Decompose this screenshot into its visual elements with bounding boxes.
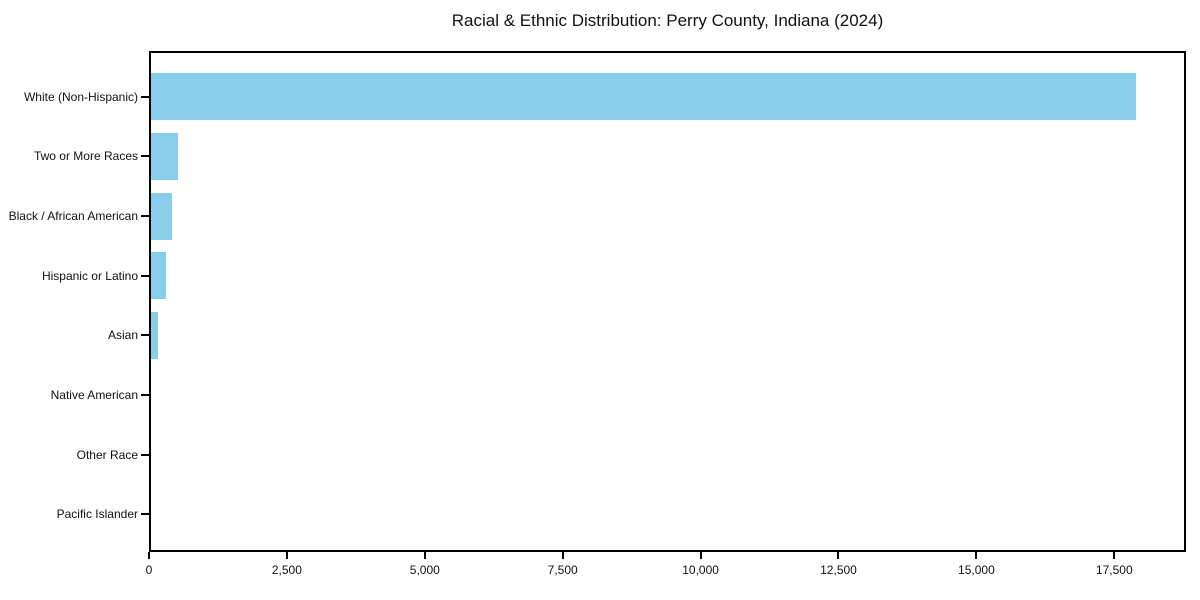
y-tick-mark bbox=[141, 513, 149, 516]
plot-area-frame bbox=[149, 51, 1186, 552]
x-tick-mark bbox=[699, 552, 702, 559]
y-tick-label: Native American bbox=[50, 387, 138, 402]
x-tick-mark bbox=[285, 552, 288, 559]
x-tick-mark bbox=[561, 552, 564, 559]
y-tick-label: Pacific Islander bbox=[56, 507, 138, 522]
x-tick-label: 12,500 bbox=[820, 563, 857, 577]
y-tick-mark bbox=[141, 95, 149, 98]
x-tick-label: 10,000 bbox=[682, 563, 719, 577]
bar bbox=[149, 192, 172, 240]
y-tick-mark bbox=[141, 215, 149, 218]
bar bbox=[149, 252, 166, 300]
y-tick-mark bbox=[141, 155, 149, 158]
x-tick-label: 5,000 bbox=[409, 563, 440, 577]
bar bbox=[149, 73, 1136, 121]
x-tick-label: 7,500 bbox=[547, 563, 578, 577]
y-tick-label: Other Race bbox=[76, 447, 138, 462]
bar bbox=[149, 132, 179, 180]
y-tick-label: Hispanic or Latino bbox=[41, 268, 138, 283]
x-tick-label: 2,500 bbox=[271, 563, 302, 577]
y-tick-label: White (Non-Hispanic) bbox=[23, 89, 138, 104]
x-tick-mark bbox=[148, 552, 150, 559]
bar bbox=[149, 311, 159, 359]
y-tick-mark bbox=[141, 393, 149, 396]
y-tick-mark bbox=[141, 334, 149, 337]
x-tick-label: 15,000 bbox=[958, 563, 995, 577]
x-tick-mark bbox=[975, 552, 978, 559]
x-tick-mark bbox=[423, 552, 426, 559]
x-tick-label: 0 bbox=[145, 563, 153, 577]
y-tick-label: Black / African American bbox=[8, 209, 138, 224]
y-tick-mark bbox=[141, 453, 149, 456]
y-tick-label: Two or More Races bbox=[33, 149, 138, 164]
x-tick-mark bbox=[1113, 552, 1116, 559]
y-tick-mark bbox=[141, 274, 149, 277]
chart-title: Racial & Ethnic Distribution: Perry Coun… bbox=[451, 11, 884, 30]
x-tick-label: 17,500 bbox=[1095, 563, 1133, 577]
x-tick-mark bbox=[837, 552, 840, 559]
y-tick-label: Asian bbox=[107, 328, 138, 343]
